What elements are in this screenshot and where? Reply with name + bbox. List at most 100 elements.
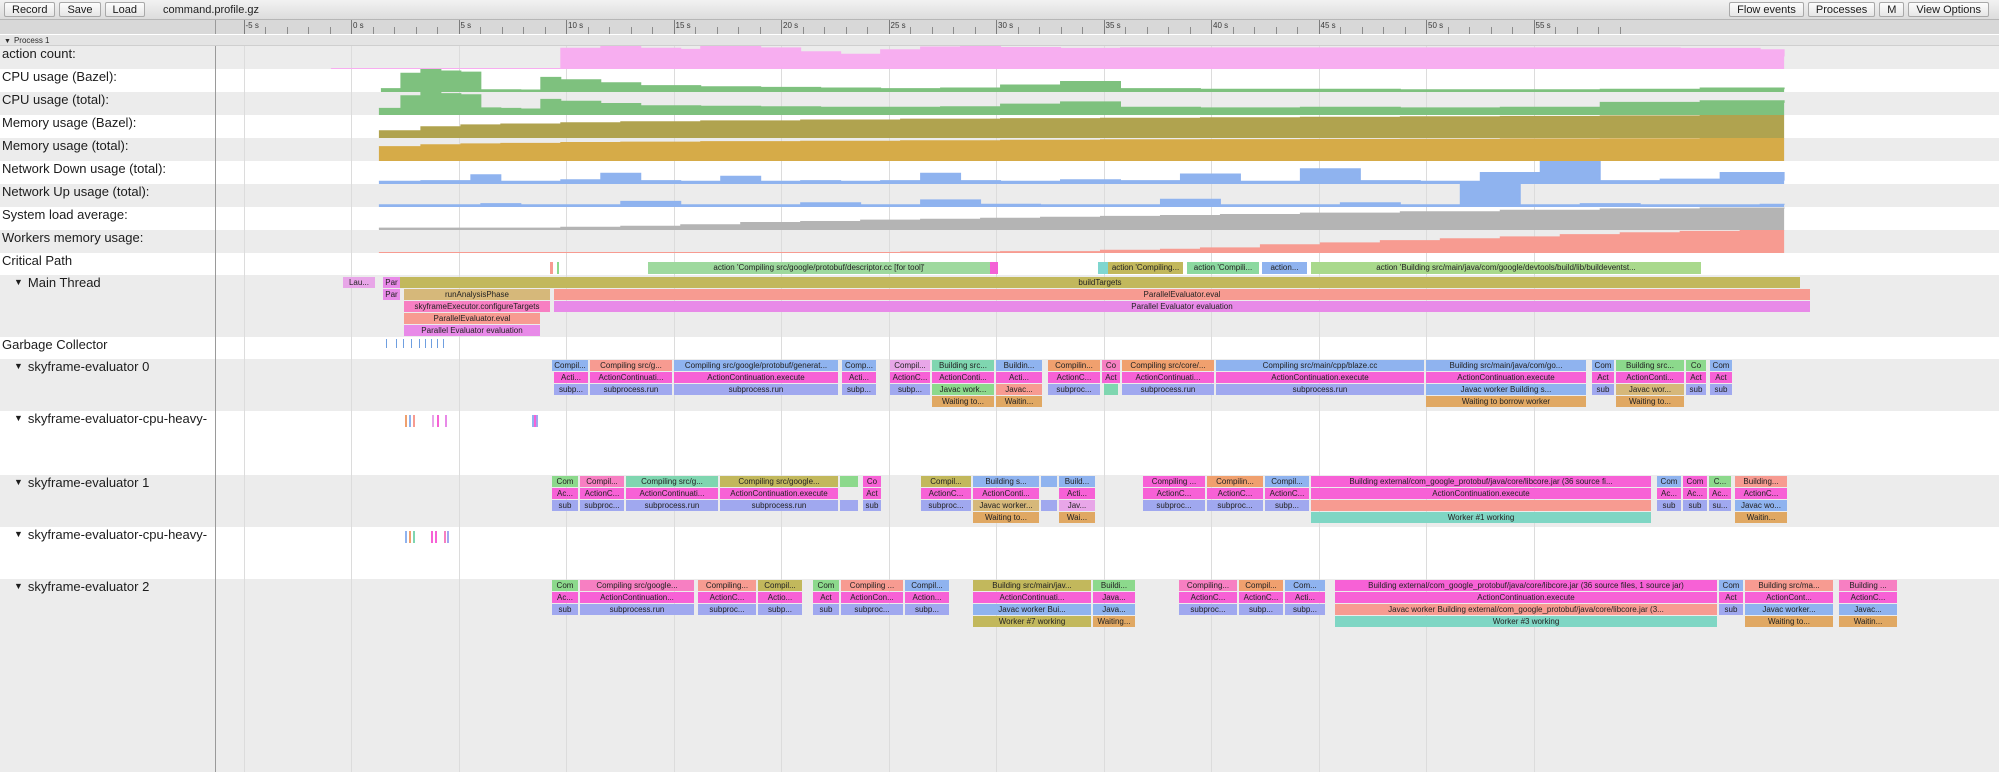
skyframe-evaluator-2-slice[interactable]: ActionCon... (841, 592, 903, 603)
skyframe-evaluator-2-slice[interactable]: Building src/main/jav... (973, 580, 1091, 591)
skyframe-evaluator-0-slice[interactable]: Compiling src/core/... (1122, 360, 1214, 371)
skyframe-evaluator-0-slice[interactable]: Act (1592, 372, 1614, 383)
critical-path-canvas[interactable]: action 'Compiling src/google/protobuf/de… (215, 253, 1999, 275)
cpu-usage-bazel-canvas[interactable] (215, 69, 1999, 92)
cpu-heavy-slice[interactable] (409, 531, 411, 543)
skyframe-evaluator-1-slice[interactable]: sub (552, 500, 578, 511)
skyframe-evaluator-2-slice[interactable]: Compil... (1239, 580, 1283, 591)
skyframe-evaluator-0[interactable]: ▼ skyframe-evaluator 0 Compil... Compiling … (0, 359, 1999, 411)
main-thread-label[interactable]: ▼ Main Thread (0, 275, 215, 337)
skyframe-evaluator-0-slice[interactable]: Com (1592, 360, 1614, 371)
skyframe-evaluator-1-slice[interactable]: Ac... (552, 488, 578, 499)
skyframe-evaluator-0-canvas[interactable]: Compil... Compiling src/g... Compiling src… (215, 359, 1999, 411)
skyframe-evaluator-1-slice[interactable]: Com (552, 476, 578, 487)
cpu-heavy-slice[interactable] (536, 415, 538, 427)
skyframe-evaluator-0-slice[interactable]: Waiting to... (1616, 396, 1684, 407)
skyframe-evaluator-0-slice[interactable]: Compiling src/google/protobuf/generat... (674, 360, 838, 371)
skyframe-evaluator-2-slice[interactable]: ActionContinuati... (973, 592, 1091, 603)
chevron-down-icon[interactable]: ▼ (14, 413, 23, 423)
skyframe-evaluator-0-slice[interactable]: ActionC... (890, 372, 930, 383)
skyframe-evaluator-2-slice[interactable]: Acti... (1285, 592, 1325, 603)
cpu-heavy-slice[interactable] (447, 531, 449, 543)
skyframe-evaluator-1-slice[interactable]: su... (1709, 500, 1731, 511)
skyframe-evaluator-2-slice[interactable]: subp... (905, 604, 949, 615)
cpu-heavy-slice[interactable] (435, 531, 437, 543)
skyframe-evaluator-1-canvas[interactable]: Com Compil... Compiling src/g... Compiling … (215, 475, 1999, 527)
skyframe-evaluator-1-slice[interactable]: ActionC... (1735, 488, 1787, 499)
memory-usage-total-canvas[interactable] (215, 138, 1999, 161)
skyframe-evaluator-1-slice[interactable] (840, 476, 858, 487)
workers-memory-usage-canvas[interactable] (215, 230, 1999, 253)
skyframe-evaluator-2-slice[interactable]: Compiling... (1179, 580, 1237, 591)
critical-path-slice[interactable]: action 'Compiling... (1108, 262, 1183, 274)
skyframe-evaluator-2-slice[interactable]: subp... (1285, 604, 1325, 615)
skyframe-evaluator-0-slice[interactable]: ActionContinuati... (1122, 372, 1214, 383)
critical-path-slice[interactable] (557, 262, 559, 274)
skyframe-evaluator-1-slice[interactable]: subproc... (921, 500, 971, 511)
skyframe-evaluator-0-slice[interactable]: subp... (890, 384, 930, 395)
memory-usage-bazel-canvas[interactable] (215, 115, 1999, 138)
skyframe-evaluator-0-slice[interactable]: Compiling src/main/cpp/blaze.cc (1216, 360, 1424, 371)
skyframe-evaluator-2-slice[interactable]: Com (1719, 580, 1743, 591)
skyframe-evaluator-1-slice[interactable]: ActionC... (1265, 488, 1309, 499)
main-thread-slice[interactable]: runAnalysisPhase (404, 289, 550, 300)
skyframe-evaluator-0-slice[interactable]: Co (1686, 360, 1706, 371)
skyframe-evaluator-2-slice[interactable]: Com (813, 580, 839, 591)
skyframe-evaluator-2-slice[interactable]: Compiling ... (841, 580, 903, 591)
chevron-down-icon[interactable]: ▼ (14, 361, 23, 371)
skyframe-evaluator-1-slice[interactable]: subproc... (580, 500, 624, 511)
skyframe-evaluator-1-slice[interactable]: ActionContinuati... (626, 488, 718, 499)
skyframe-evaluator-2-slice[interactable]: Javac worker... (1745, 604, 1833, 615)
critical-path-slice[interactable]: action 'Building src/main/java/com/googl… (1311, 262, 1701, 274)
skyframe-evaluator-0-slice[interactable]: Waitin... (996, 396, 1042, 407)
action-count-canvas[interactable] (215, 46, 1999, 69)
skyframe-evaluator-2-slice[interactable]: Waitin... (1839, 616, 1897, 627)
skyframe-evaluator-0-slice[interactable] (1104, 384, 1118, 395)
skyframe-evaluator-cpu-heavy-0-canvas[interactable] (215, 411, 1999, 475)
skyframe-evaluator-1-slice[interactable]: Compiling ... (1143, 476, 1205, 487)
skyframe-evaluator-2-slice[interactable]: Compiling src/google... (580, 580, 694, 591)
skyframe-evaluator-1-slice[interactable]: Build... (1059, 476, 1095, 487)
skyframe-evaluator-0-slice[interactable]: ActionContinuation.execute (1216, 372, 1424, 383)
critical-path-slice[interactable] (1098, 262, 1108, 274)
skyframe-evaluator-0-slice[interactable]: sub (1710, 384, 1732, 395)
skyframe-evaluator-cpu-heavy-1[interactable]: ▼ skyframe-evaluator-cpu-heavy- (0, 527, 1999, 579)
skyframe-evaluator-1-label[interactable]: ▼ skyframe-evaluator 1 (0, 475, 215, 527)
main-thread-slice[interactable]: Par (383, 289, 400, 300)
cpu-usage-total-canvas[interactable] (215, 92, 1999, 115)
skyframe-evaluator-2[interactable]: ▼ skyframe-evaluator 2 Com Compiling src/go… (0, 579, 1999, 772)
ruler-ticks[interactable]: -5 s 0 s 5 s 10 s 15 s 20 s 25 s 30 s 35 s 40 s 45… (215, 20, 1999, 34)
critical-path-slice[interactable]: action 'Compili... (1187, 262, 1259, 274)
skyframe-evaluator-1-slice[interactable]: Compilin... (1207, 476, 1263, 487)
skyframe-evaluator-0-slice[interactable]: Compilin... (1048, 360, 1100, 371)
skyframe-evaluator-2-slice[interactable]: ActionContinuation... (580, 592, 694, 603)
cpu-heavy-slice[interactable] (405, 415, 407, 427)
gc-event-tick[interactable] (411, 339, 412, 348)
skyframe-evaluator-2-slice[interactable]: Com... (1285, 580, 1325, 591)
skyframe-evaluator-2-slice[interactable]: subp... (1239, 604, 1283, 615)
skyframe-evaluator-2-slice[interactable]: Worker #3 working (1335, 616, 1717, 627)
gc-event-tick[interactable] (431, 339, 432, 348)
record-button[interactable]: Record (4, 2, 56, 17)
skyframe-evaluator-1-slice[interactable]: ActionConti... (973, 488, 1039, 499)
skyframe-evaluator-0-slice[interactable]: Act (1686, 372, 1706, 383)
skyframe-evaluator-2-slice[interactable]: ActionCont... (1745, 592, 1833, 603)
skyframe-evaluator-2-slice[interactable]: Worker #7 working (973, 616, 1091, 627)
skyframe-evaluator-0-slice[interactable]: subproc... (1048, 384, 1100, 395)
gc-event-tick[interactable] (403, 339, 404, 348)
skyframe-evaluator-0-slice[interactable]: Waiting to... (932, 396, 994, 407)
gc-event-tick[interactable] (437, 339, 438, 348)
skyframe-evaluator-1-slice[interactable]: Compiling src/g... (626, 476, 718, 487)
skyframe-evaluator-2-slice[interactable]: Waiting to... (1745, 616, 1833, 627)
skyframe-evaluator-cpu-heavy-1-canvas[interactable] (215, 527, 1999, 579)
skyframe-evaluator-1-slice[interactable]: subproc... (1143, 500, 1205, 511)
gc-event-tick[interactable] (396, 339, 397, 348)
chevron-down-icon[interactable]: ▼ (14, 277, 23, 287)
gc-event-tick[interactable] (425, 339, 426, 348)
skyframe-evaluator-0-slice[interactable]: sub (1686, 384, 1706, 395)
skyframe-evaluator-2-slice[interactable]: sub (1719, 604, 1743, 615)
skyframe-evaluator-1-slice[interactable]: Ac... (1657, 488, 1681, 499)
skyframe-evaluator-2-canvas[interactable]: Com Compiling src/google... Compiling... Co… (215, 579, 1999, 772)
cpu-heavy-slice[interactable] (532, 415, 534, 427)
main-thread-slice[interactable]: ParallelEvaluator.eval (554, 289, 1810, 300)
